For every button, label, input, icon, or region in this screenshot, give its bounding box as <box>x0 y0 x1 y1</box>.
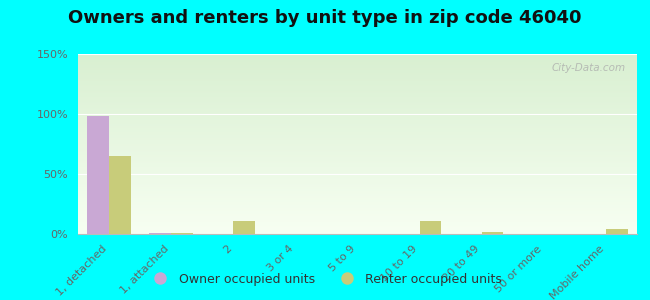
Bar <box>150 233 171 234</box>
Bar <box>109 156 131 234</box>
Bar <box>87 116 109 234</box>
Bar <box>606 229 628 234</box>
Bar <box>482 232 504 234</box>
Bar <box>171 233 193 234</box>
Bar <box>420 221 441 234</box>
Text: Owners and renters by unit type in zip code 46040: Owners and renters by unit type in zip c… <box>68 9 582 27</box>
Legend: Owner occupied units, Renter occupied units: Owner occupied units, Renter occupied un… <box>143 268 507 291</box>
Text: City-Data.com: City-Data.com <box>552 63 626 73</box>
Bar <box>233 221 255 234</box>
